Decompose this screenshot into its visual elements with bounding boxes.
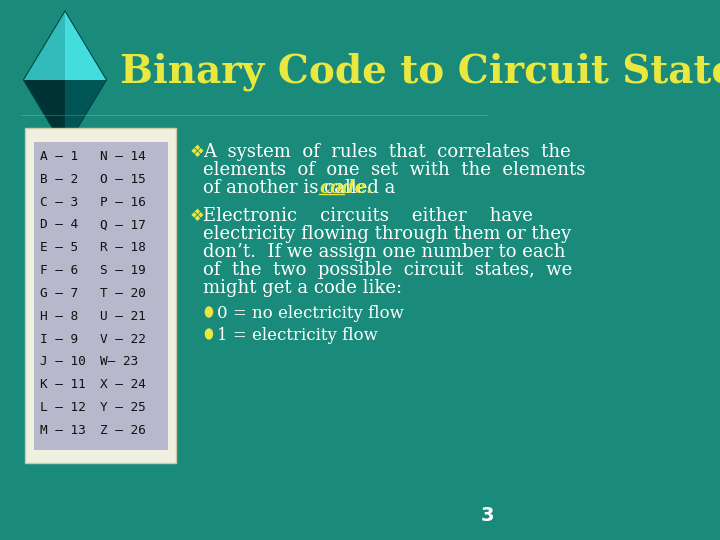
Text: O – 15: O – 15	[100, 173, 146, 186]
Text: E – 5: E – 5	[40, 241, 78, 254]
Polygon shape	[65, 80, 106, 148]
Text: J – 10: J – 10	[40, 355, 85, 368]
Text: K – 11: K – 11	[40, 378, 85, 391]
Polygon shape	[24, 12, 106, 148]
Polygon shape	[24, 80, 65, 148]
Text: U – 21: U – 21	[100, 310, 146, 323]
Text: A – 1: A – 1	[40, 150, 78, 163]
Text: electricity flowing through them or they: electricity flowing through them or they	[203, 225, 572, 243]
Text: Z – 26: Z – 26	[100, 424, 146, 437]
FancyBboxPatch shape	[34, 142, 168, 450]
Text: of another is called a: of another is called a	[203, 179, 402, 197]
Text: I – 9: I – 9	[40, 333, 78, 346]
Text: of  the  two  possible  circuit  states,  we: of the two possible circuit states, we	[203, 261, 572, 279]
Text: X – 24: X – 24	[100, 378, 146, 391]
Text: 1 = electricity flow: 1 = electricity flow	[217, 327, 378, 344]
Polygon shape	[65, 12, 106, 80]
Text: C – 3: C – 3	[40, 195, 78, 208]
Text: Y – 25: Y – 25	[100, 401, 146, 414]
Text: F – 6: F – 6	[40, 264, 78, 277]
Text: N – 14: N – 14	[100, 150, 146, 163]
Text: S – 19: S – 19	[100, 264, 146, 277]
Text: might get a code like:: might get a code like:	[203, 279, 402, 297]
Text: don’t.  If we assign one number to each: don’t. If we assign one number to each	[203, 243, 566, 261]
Text: B – 2: B – 2	[40, 173, 78, 186]
Text: 0 = no electricity flow: 0 = no electricity flow	[217, 305, 405, 322]
Text: M – 13: M – 13	[40, 424, 85, 437]
Text: ❖: ❖	[189, 207, 204, 225]
Text: R – 18: R – 18	[100, 241, 146, 254]
Text: ❖: ❖	[189, 143, 204, 161]
Text: Q – 17: Q – 17	[100, 219, 146, 232]
FancyBboxPatch shape	[24, 128, 176, 463]
Text: Electronic    circuits    either    have: Electronic circuits either have	[203, 207, 534, 225]
Text: W– 23: W– 23	[100, 355, 138, 368]
Text: A  system  of  rules  that  correlates  the: A system of rules that correlates the	[203, 143, 571, 161]
Text: elements  of  one  set  with  the  elements: elements of one set with the elements	[203, 161, 585, 179]
Circle shape	[205, 307, 212, 317]
Text: V – 22: V – 22	[100, 333, 146, 346]
Text: L – 12: L – 12	[40, 401, 85, 414]
Polygon shape	[24, 12, 65, 80]
Text: T – 20: T – 20	[100, 287, 146, 300]
Text: Binary Code to Circuit States: Binary Code to Circuit States	[120, 53, 720, 91]
Text: H – 8: H – 8	[40, 310, 78, 323]
Text: code.: code.	[319, 179, 372, 197]
Text: D – 4: D – 4	[40, 219, 78, 232]
Text: 3: 3	[481, 506, 494, 525]
Text: P – 16: P – 16	[100, 195, 146, 208]
Text: G – 7: G – 7	[40, 287, 78, 300]
Circle shape	[205, 329, 212, 339]
